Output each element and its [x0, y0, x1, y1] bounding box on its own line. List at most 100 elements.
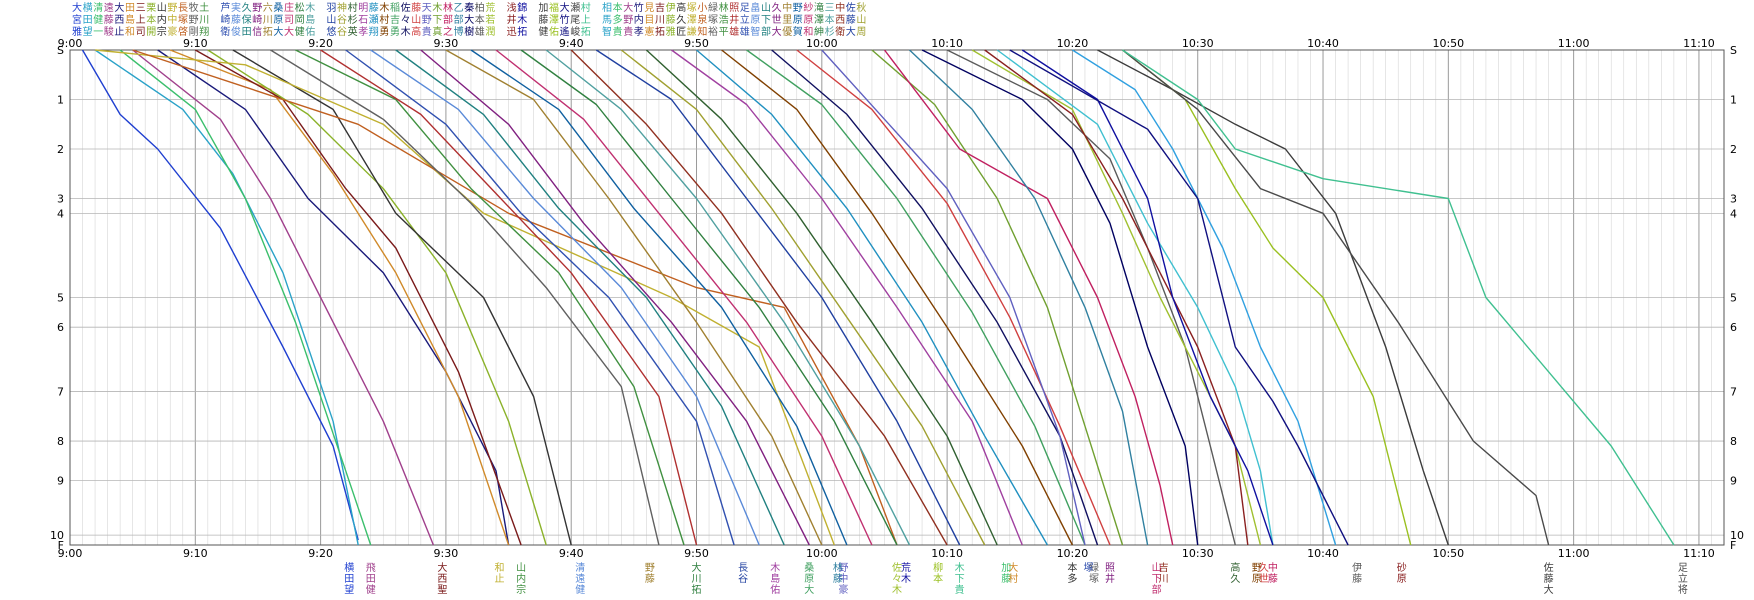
runner-header-char: 紳: [814, 26, 824, 38]
runner-header-char: 真: [432, 25, 442, 38]
x-tick-label-bottom: 9:40: [559, 547, 584, 560]
runner-header-char: 部: [454, 13, 464, 26]
runner-header-char: 大: [284, 25, 294, 38]
runner-header-char: 勇: [379, 26, 389, 38]
runner-header-char: 横: [83, 1, 93, 14]
runner-header-char: 中: [835, 1, 845, 14]
runner-footer-char: 野: [645, 562, 655, 574]
runner-line-10: [95, 49, 835, 546]
runner-footer-char: 佐: [892, 562, 902, 574]
runner-header-char: 大: [846, 25, 856, 38]
runner-header-char: 司: [136, 27, 146, 38]
runner-header-char: 大: [114, 1, 124, 14]
runner-line-33: [796, 49, 1111, 546]
runner-header-char: 孝: [358, 26, 368, 38]
runner-footer-char: 伊: [1352, 562, 1362, 574]
x-tick-label-top: 9:40: [559, 37, 584, 50]
runner-header-char: 憲: [644, 25, 654, 38]
runner-header-char: 豪: [167, 25, 177, 38]
runner-line-45: [1097, 49, 1449, 546]
runner-header-char: 福: [549, 1, 559, 14]
runner-header-char: 神: [337, 1, 347, 14]
runner-header-char: 佐: [401, 2, 411, 14]
runner-header-char: 司: [284, 15, 294, 26]
runner-header-char: 久: [676, 14, 686, 26]
runner-header-char: 立: [740, 13, 750, 26]
runner-header-char: 若: [485, 13, 495, 26]
runner-footer-char: 大: [692, 561, 702, 574]
runner-header-char: 原: [793, 14, 803, 26]
runner-footer-char: 桑: [804, 562, 814, 574]
runner-header-char: 相: [602, 1, 612, 14]
runner-header-char: 羽: [326, 2, 336, 14]
runner-header-char: 上: [581, 14, 591, 26]
x-tick-label-bottom: 10:20: [1057, 547, 1089, 560]
runner-header-char: 実: [231, 1, 241, 14]
x-tick-label-bottom: 10:30: [1182, 547, 1214, 560]
runner-header-char: 周: [856, 26, 866, 38]
x-tick-label-top: 10:30: [1182, 37, 1214, 50]
runner-footer-char: 山: [1152, 562, 1162, 574]
runner-header-char: 佑: [549, 25, 559, 38]
x-tick-label-bottom: 9:30: [434, 547, 459, 560]
runner-line-19: [445, 49, 823, 546]
runner-header-char: 藤: [538, 14, 548, 26]
runner-header-char: 謙: [687, 25, 697, 38]
runner-footer-char: 将: [1678, 584, 1688, 596]
runner-header-char: 藤: [666, 14, 676, 26]
runner-header-char: 孝: [634, 26, 644, 38]
x-tick-label-bottom: 10:40: [1307, 547, 1339, 560]
runner-header-char: 野: [623, 14, 633, 26]
runner-header-char: 杉: [825, 25, 835, 38]
runner-header-char: 乙: [454, 2, 464, 14]
runner-header-char: 大: [560, 1, 570, 14]
runner-header-char: 健: [538, 26, 548, 38]
runner-header-char: 悠: [326, 25, 336, 38]
runner-line-23: [545, 49, 911, 546]
runner-footer-char: 久: [1259, 562, 1269, 574]
runner-footer-char: 川: [1159, 574, 1169, 585]
runner-header-char: 久: [772, 2, 782, 14]
runner-line-24: [570, 49, 948, 546]
runner-footer-char: 拓: [692, 584, 702, 596]
y-tick-label-left: 4: [57, 207, 64, 220]
runner-header-char: 川: [263, 15, 273, 26]
runner-header-char: 下: [432, 15, 442, 26]
x-tick-label-bottom: 9:00: [58, 547, 83, 560]
runner-header-char: 開: [146, 26, 156, 38]
runner-header-char: 林: [719, 1, 729, 14]
runner-header-char: 啓: [178, 25, 188, 38]
y-tick-label-right: 4: [1730, 207, 1737, 220]
runner-header-char: 錦: [517, 1, 527, 14]
x-tick-label-bottom: 10:50: [1432, 547, 1464, 560]
runner-line-15: [345, 49, 735, 546]
runner-line-37: [909, 49, 1149, 546]
runner-header-char: 野: [252, 2, 262, 14]
runner-header-char: 野: [793, 2, 803, 14]
runner-footer-char: 中: [1268, 561, 1278, 574]
runner-footer-char: 村: [1008, 572, 1018, 585]
runner-line-17: [395, 49, 785, 546]
x-tick-label-top: 9:00: [58, 37, 83, 50]
runner-header-char: 伊: [666, 2, 676, 14]
y-tick-label-left: 3: [57, 193, 64, 206]
runner-footer-char: 大: [1008, 561, 1018, 574]
runner-header-char: 目: [644, 15, 654, 26]
runner-footer-char: 原: [804, 573, 814, 585]
runner-header-char: 緑: [708, 1, 718, 14]
runner-footer-char: 藤: [1544, 573, 1554, 585]
runner-header-char: 塚: [708, 14, 718, 26]
runner-footer-char: 田: [366, 574, 376, 585]
runner-header-char: 原: [803, 14, 813, 26]
runner-header-char: 村: [379, 13, 389, 26]
runner-header-char: 野: [422, 14, 432, 26]
runner-header-char: 木: [305, 2, 315, 14]
runner-footer-char: 谷: [738, 573, 748, 585]
runner-footer-char: 宗: [516, 583, 526, 596]
runner-header-char: 瀬: [570, 2, 580, 14]
runner-footer-char: 島: [770, 572, 780, 585]
runner-line-34: [821, 49, 1086, 546]
runner-footer-char: 本: [1067, 561, 1077, 574]
